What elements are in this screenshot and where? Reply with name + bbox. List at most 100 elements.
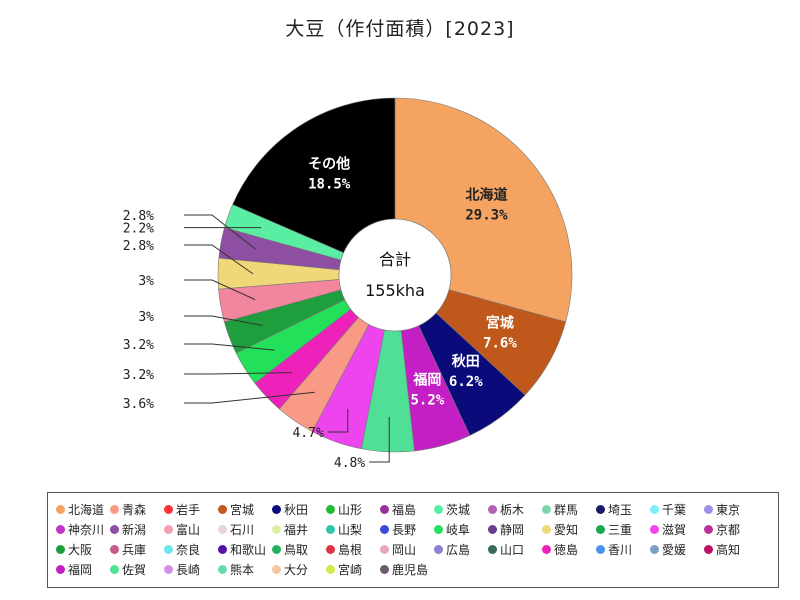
legend-item: 石川 — [218, 519, 272, 539]
legend-swatch — [380, 564, 389, 574]
legend-item: 福島 — [380, 499, 434, 519]
legend-item: 三重 — [596, 519, 650, 539]
leader-line — [327, 408, 349, 433]
legend-label: 長崎 — [176, 562, 201, 577]
leader-line — [184, 315, 263, 326]
legend-swatch — [704, 524, 713, 534]
donut-hole — [338, 218, 452, 332]
legend-label: 福井 — [284, 522, 309, 537]
legend-item: 群馬 — [542, 499, 596, 519]
pie-slices — [217, 97, 573, 453]
legend-item: 千葉 — [650, 499, 704, 519]
legend-item: 長崎 — [164, 559, 218, 579]
legend-swatch — [434, 544, 443, 554]
legend-swatch — [164, 504, 173, 514]
chart-title: 大豆（作付面積）[2023] — [285, 18, 515, 40]
legend-label: 島根 — [338, 542, 363, 557]
legend-swatch — [596, 524, 605, 534]
legend-item: 奈良 — [164, 539, 218, 559]
legend-label: 愛知 — [554, 522, 579, 537]
legend-swatch — [110, 524, 119, 534]
legend-item: 長野 — [380, 519, 434, 539]
slice-value-label: 3.6% — [123, 397, 154, 412]
legend-item: 福岡 — [56, 559, 110, 579]
pie-chart: 北海道 29.3% 宮城 7.6%秋田 6.2% 福岡 5.2% 4.8% 4.7% 3.6% 3.… — [123, 97, 573, 471]
legend-swatch — [596, 544, 605, 554]
slice-value-label: 4.7% — [292, 426, 323, 441]
legend-item: 東京 — [704, 499, 758, 519]
legend-swatch — [596, 504, 605, 514]
legend-swatch — [110, 564, 119, 574]
slice-value-label: 18.5% — [308, 177, 351, 193]
leader-line — [184, 279, 256, 301]
legend-label: 新潟 — [122, 522, 147, 537]
legend-swatch — [704, 504, 713, 514]
legend-label: 宮城 — [230, 502, 255, 517]
legend-label: 熊本 — [230, 562, 255, 577]
legend-swatch — [434, 504, 443, 514]
slice-value-label: 5.2% — [411, 393, 445, 409]
legend-swatch — [542, 544, 551, 554]
legend-swatch — [650, 524, 659, 534]
legend-item: 宮崎 — [326, 559, 380, 579]
center-label: 合計 — [379, 250, 411, 269]
slice-name-label: 秋田 — [452, 353, 480, 370]
legend-item: 愛知 — [542, 519, 596, 539]
legend-item: 静岡 — [488, 519, 542, 539]
slice-value-label: 2.2% — [123, 222, 154, 237]
slice-name-label: その他 — [308, 156, 350, 173]
legend-label: 埼玉 — [608, 502, 633, 517]
legend-label: 山形 — [338, 502, 363, 517]
legend-label: 愛媛 — [662, 542, 687, 557]
legend-swatch — [218, 504, 227, 514]
legend-item: 山梨 — [326, 519, 380, 539]
legend-swatch — [380, 524, 389, 534]
legend-item: 北海道 — [56, 499, 110, 519]
legend-label: 佐賀 — [122, 562, 147, 577]
legend-label: 長野 — [392, 522, 417, 537]
legend-swatch — [272, 544, 281, 554]
slice-value-label: 3% — [138, 310, 154, 325]
legend-swatch — [326, 524, 335, 534]
leader-line — [184, 214, 256, 250]
legend-swatch — [704, 544, 713, 554]
legend-swatch — [56, 504, 65, 514]
legend-label: 栃木 — [500, 502, 525, 517]
center-value: 155kha — [365, 281, 425, 300]
legend-swatch — [164, 524, 173, 534]
legend-item: 埼玉 — [596, 499, 650, 519]
legend-item: 大分 — [272, 559, 326, 579]
legend-label: 広島 — [446, 542, 471, 557]
slice-value-label: 3.2% — [123, 338, 154, 353]
legend-label: 北海道 — [68, 502, 105, 517]
legend-swatch — [218, 524, 227, 534]
slice-name-label: 宮城 — [486, 314, 514, 331]
legend-label: 和歌山 — [230, 542, 267, 557]
legend-label: 京都 — [716, 522, 741, 537]
legend-label: 鹿児島 — [392, 562, 429, 577]
legend-swatch — [272, 504, 281, 514]
legend-swatch — [56, 544, 65, 554]
legend-item: 高知 — [704, 539, 758, 559]
legend-item: 香川 — [596, 539, 650, 559]
legend-item: 岐阜 — [434, 519, 488, 539]
legend-label: 岩手 — [176, 502, 201, 517]
legend-item: 京都 — [704, 519, 758, 539]
legend-swatch — [110, 544, 119, 554]
legend-label: 大分 — [284, 562, 309, 577]
legend-label: 神奈川 — [68, 522, 105, 537]
legend-item: 熊本 — [218, 559, 272, 579]
slice-value-label: 2.8% — [123, 209, 154, 224]
legend-label: 群馬 — [554, 502, 579, 517]
legend-label: 大阪 — [68, 542, 93, 557]
legend-label: 富山 — [176, 522, 201, 537]
legend-item: 和歌山 — [218, 539, 272, 559]
legend-label: 福岡 — [68, 562, 93, 577]
legend-item: 岩手 — [164, 499, 218, 519]
legend-item: 岡山 — [380, 539, 434, 559]
legend-swatch — [380, 544, 389, 554]
legend-label: 奈良 — [176, 542, 201, 557]
legend-label: 東京 — [716, 502, 741, 517]
legend-swatch — [164, 564, 173, 574]
legend-swatch — [218, 564, 227, 574]
